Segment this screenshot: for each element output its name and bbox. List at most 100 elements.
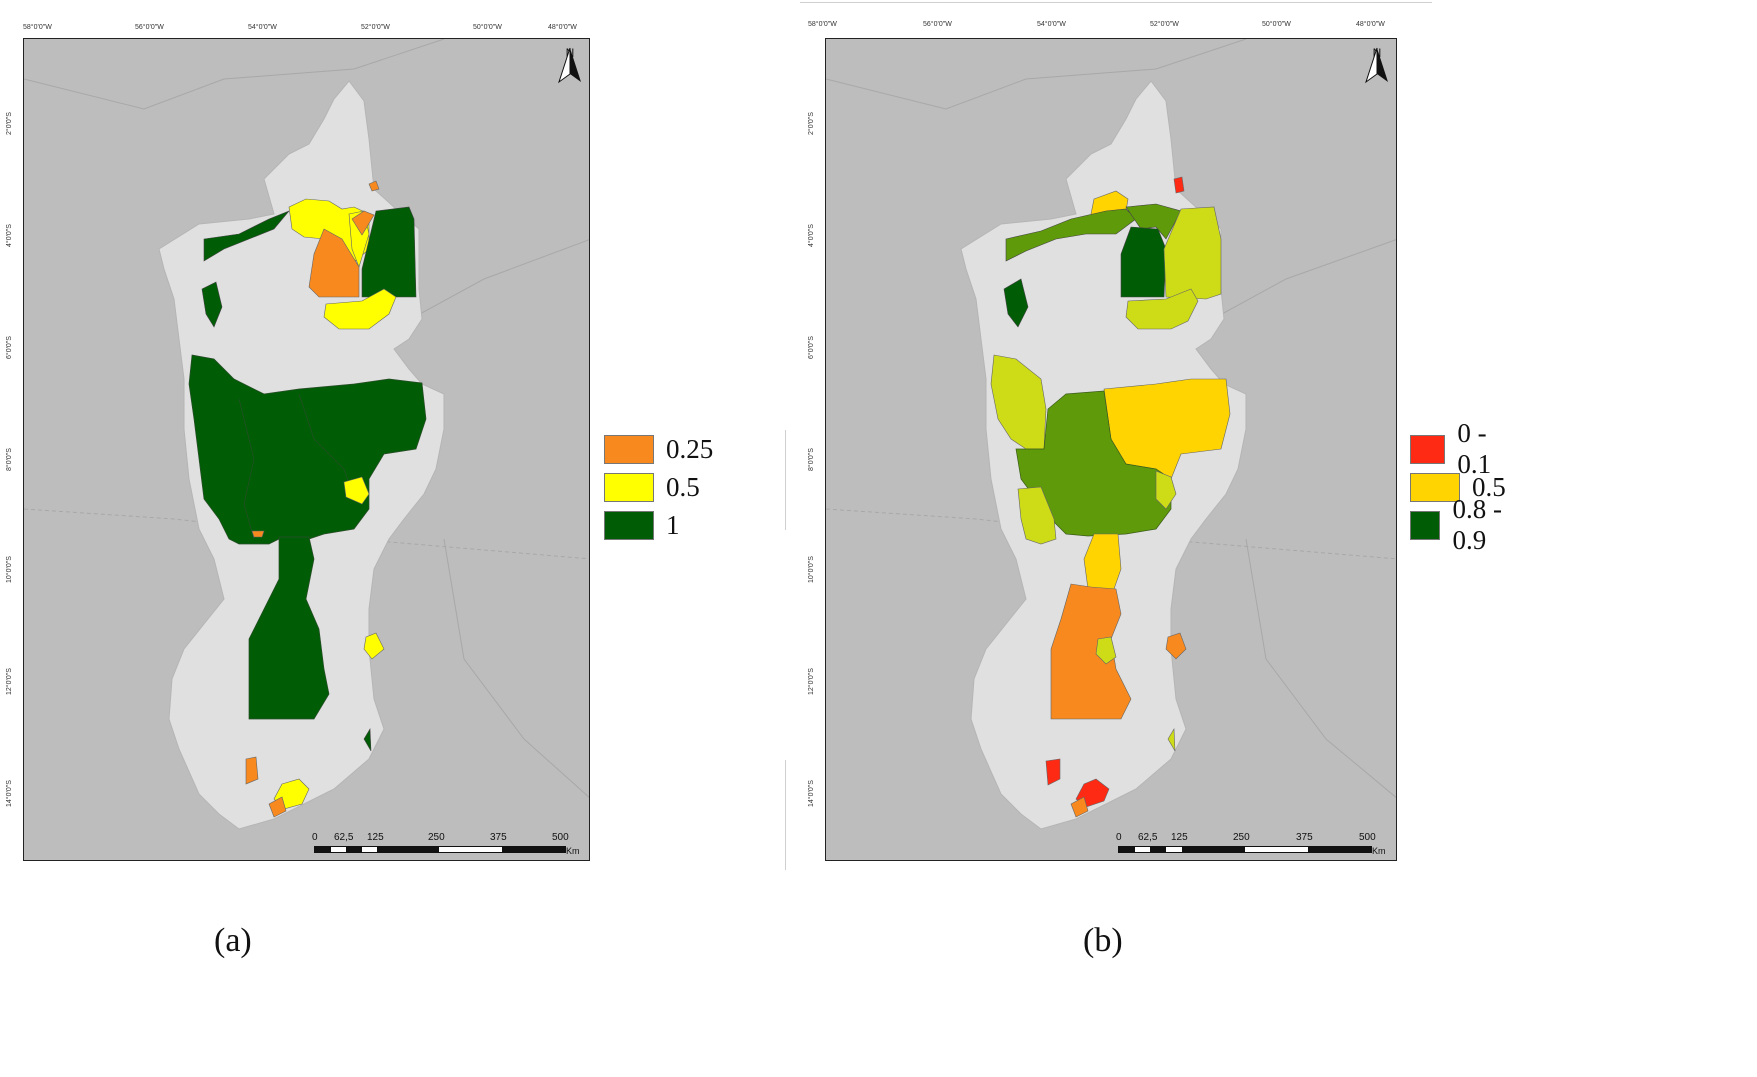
polygon-a-small-green-se — [363, 727, 372, 752]
lat-label: 8°0'0"S — [6, 448, 13, 471]
legend-swatch — [1410, 434, 1446, 464]
lon-label: 54°0'0"W — [248, 24, 277, 31]
polygon-b-nw-strip — [1005, 208, 1137, 262]
scale-label: 0 — [312, 832, 318, 843]
lon-label: 50°0'0"W — [473, 24, 502, 31]
scale-bar-b: 0 62,5 125 250 375 500 Km — [1116, 832, 1386, 858]
scale-bar-track — [1118, 846, 1372, 853]
legend-swatch — [604, 472, 654, 502]
legend-label: 0.5 — [1472, 471, 1506, 502]
scale-label: 125 — [1171, 832, 1188, 843]
polygon-b-small-yg-se — [1167, 727, 1176, 752]
north-arrow-a: N — [555, 46, 585, 84]
scale-unit: Km — [1372, 846, 1386, 856]
lat-label: 4°0'0"S — [808, 224, 815, 247]
lat-label: 14°0'0"S — [6, 780, 13, 807]
polygon-b-orange-east — [1165, 632, 1187, 660]
legend-a: 0.25 0.5 1 — [604, 430, 713, 544]
polygon-b-yg-sw — [1017, 486, 1057, 545]
scale-label: 375 — [1296, 832, 1313, 843]
polygon-b-yg-ne — [1163, 206, 1222, 300]
map-a-svg — [24, 39, 589, 830]
caption-a: (a) — [214, 922, 252, 959]
legend-item: 0 - 0.1 — [1410, 418, 1506, 479]
north-arrow-icon — [1365, 47, 1388, 84]
polygon-a-yellow-center — [343, 476, 370, 505]
lat-label: 14°0'0"S — [808, 780, 815, 807]
scale-label: 0 — [1116, 832, 1122, 843]
legend-swatch — [604, 434, 654, 464]
polygon-b-orange-south — [1050, 583, 1132, 720]
lat-label: 2°0'0"S — [6, 112, 13, 135]
legend-label: 0.5 — [666, 471, 700, 502]
left-divider-b — [785, 430, 786, 530]
legend-swatch — [1410, 472, 1460, 502]
polygon-b-tiny-red — [1173, 176, 1185, 194]
polygon-a-south-orange — [268, 796, 287, 818]
polygon-a-west-small — [201, 281, 223, 328]
polygon-a-north-orange — [308, 228, 360, 298]
legend-label: 0.25 — [666, 433, 714, 464]
north-arrow-icon — [558, 47, 581, 84]
polygon-a-small-orange-south — [245, 756, 259, 785]
lon-label: 48°0'0"W — [1356, 21, 1385, 28]
map-a: N 0 62,5 125 250 375 500 Km — [23, 38, 590, 861]
map-b-svg — [826, 39, 1396, 830]
lon-label: 56°0'0"W — [135, 24, 164, 31]
legend-label: 0 - 0.1 — [1457, 418, 1492, 479]
lat-label: 6°0'0"S — [6, 336, 13, 359]
scale-label: 500 — [1359, 832, 1376, 843]
lat-label: 12°0'0"S — [6, 668, 13, 695]
legend-item: 0.25 — [604, 430, 713, 468]
polygon-a-nw-strip — [203, 210, 290, 262]
polygon-a-tiny-north — [368, 180, 380, 192]
caption-b: (b) — [1083, 922, 1123, 959]
scale-unit: Km — [566, 846, 580, 856]
scale-label: 375 — [490, 832, 507, 843]
scale-bar-a: 0 62,5 125 250 375 500 Km — [312, 832, 580, 858]
lat-label: 6°0'0"S — [808, 336, 815, 359]
legend-label: 0.8 - 0.9 — [1452, 494, 1502, 555]
lon-label: 48°0'0"W — [548, 24, 577, 31]
map-b: N 0 62,5 125 250 375 500 Km — [825, 38, 1397, 861]
lon-label: 56°0'0"W — [923, 21, 952, 28]
scale-label: 125 — [367, 832, 384, 843]
lon-label: 50°0'0"W — [1262, 21, 1291, 28]
lon-label: 52°0'0"W — [361, 24, 390, 31]
lon-label: 58°0'0"W — [808, 21, 837, 28]
lat-label: 10°0'0"S — [808, 556, 815, 583]
polygon-a-yellow-mid — [323, 288, 397, 330]
legend-b: 0 - 0.1 0.5 0.8 - 0.9 — [1410, 418, 1506, 555]
scale-label: 62,5 — [1138, 832, 1158, 843]
polygon-b-dark-green-north — [1120, 226, 1167, 298]
lon-label: 52°0'0"W — [1150, 21, 1179, 28]
polygon-a-small-yellow-east — [363, 632, 385, 660]
scale-label: 250 — [428, 832, 445, 843]
north-arrow-b: N — [1362, 46, 1392, 84]
legend-item: 0.5 — [604, 468, 713, 506]
lat-label: 10°0'0"S — [6, 556, 13, 583]
polygon-b-orange-south-small — [1070, 796, 1089, 818]
legend-item: 0.5 — [1410, 468, 1506, 506]
polygon-b-red-sw — [1045, 758, 1061, 786]
lat-label: 12°0'0"S — [808, 668, 815, 695]
legend-label: 1 — [666, 509, 680, 540]
polygon-b-yg-center-e — [1155, 470, 1177, 510]
legend-item: 1 — [604, 506, 713, 544]
lat-label: 4°0'0"S — [6, 224, 13, 247]
scale-label: 62,5 — [334, 832, 354, 843]
polygon-a-ne-green — [361, 206, 417, 298]
scale-bar-track — [314, 846, 566, 853]
polygon-b-yg-south-small — [1095, 636, 1117, 665]
left-divider-b2 — [785, 760, 786, 870]
legend-item: 0.8 - 0.9 — [1410, 494, 1506, 555]
polygon-a-north-orange-2 — [351, 210, 375, 236]
scale-label: 500 — [552, 832, 569, 843]
polygon-a-orange-mid-small — [251, 530, 265, 538]
legend-swatch — [604, 510, 654, 540]
top-divider-b — [800, 2, 1432, 3]
polygon-a-south-green — [248, 536, 330, 720]
scale-label: 250 — [1233, 832, 1250, 843]
polygon-b-west-small — [1003, 278, 1029, 328]
polygon-b-yg-mid — [1125, 288, 1199, 330]
